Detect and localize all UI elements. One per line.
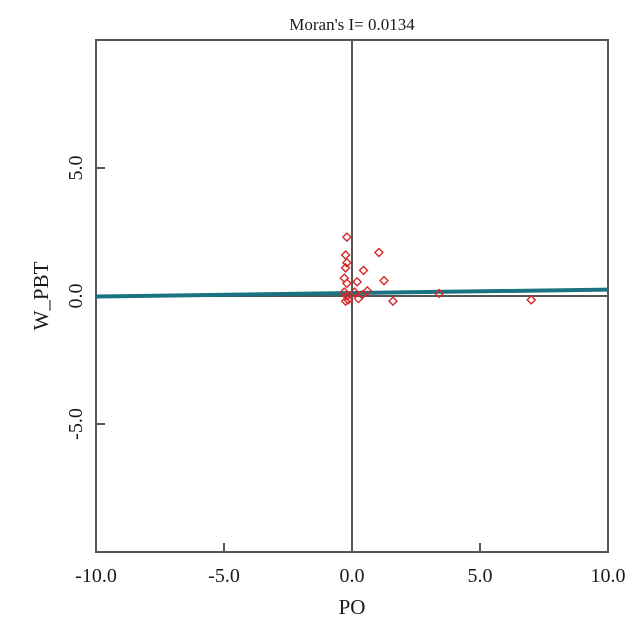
data-point <box>526 294 537 305</box>
data-point <box>341 257 352 268</box>
x-tick-label: 10.0 <box>591 565 626 587</box>
data-point <box>341 291 352 301</box>
data-points <box>339 232 537 307</box>
y-axis-ticks: -5.0 0.0 5.0 <box>65 156 105 440</box>
data-point <box>373 247 384 258</box>
y-tick-label: 0.0 <box>65 284 87 309</box>
data-point <box>349 287 360 298</box>
data-point <box>387 296 398 307</box>
y-tick-label: 5.0 <box>65 156 87 181</box>
data-point <box>352 276 363 287</box>
data-point <box>341 232 352 243</box>
data-point <box>362 285 373 296</box>
x-tick-label: -10.0 <box>75 565 117 587</box>
data-point <box>341 278 352 289</box>
x-tick-label: 5.0 <box>468 565 493 587</box>
x-axis-title: PO <box>339 595 366 619</box>
data-point <box>340 250 351 261</box>
data-point <box>379 275 389 286</box>
data-point <box>343 294 354 305</box>
data-point <box>339 287 350 298</box>
y-tick-label: -5.0 <box>65 408 87 440</box>
x-tick-label: -5.0 <box>208 565 240 587</box>
data-point <box>358 265 369 276</box>
data-point <box>434 288 445 299</box>
x-tick-label: 0.0 <box>340 565 365 587</box>
y-axis-title: W_PBT <box>29 261 53 330</box>
data-point <box>340 262 351 273</box>
x-axis-ticks: -10.0 -5.0 0.0 5.0 10.0 <box>75 543 626 587</box>
chart-title: Moran's I= 0.0134 <box>289 15 415 34</box>
data-point <box>340 296 351 307</box>
